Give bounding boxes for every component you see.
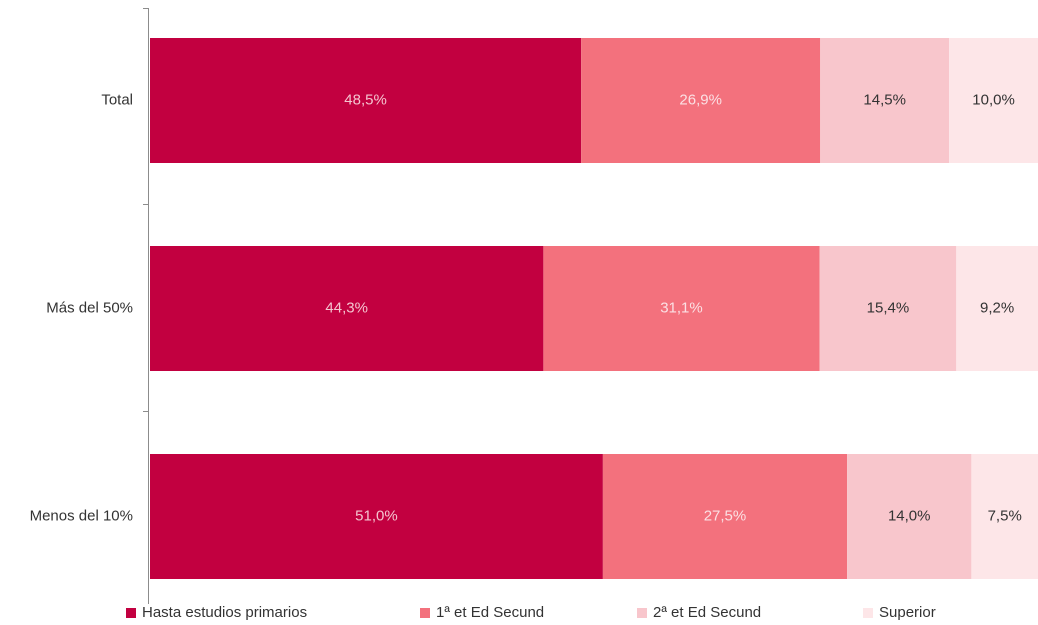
- legend-item-1a-secund: 1ª et Ed Secund: [420, 604, 544, 621]
- bar-segment: [820, 38, 950, 163]
- data-label: 26,9%: [679, 91, 722, 108]
- legend-label: 1ª et Ed Secund: [436, 604, 545, 621]
- stacked-bar-chart: Total 48,5% 26,9% 14,5% 10,0% Más del 50% 44,3…: [30, 8, 1038, 604]
- bar-segment: [150, 38, 582, 163]
- data-label: 10,0%: [972, 91, 1015, 108]
- data-label: 14,5%: [863, 91, 906, 108]
- bar-segment: [971, 454, 1038, 579]
- data-label: 48,5%: [344, 91, 387, 108]
- legend-swatch: [420, 607, 430, 618]
- data-label: 9,2%: [980, 299, 1014, 316]
- legend-swatch: [863, 607, 873, 618]
- bar-segment: [150, 246, 544, 371]
- bar-segment: [602, 454, 848, 579]
- data-label: 31,1%: [660, 299, 703, 316]
- legend-item-primarios: Hasta estudios primarios: [126, 604, 307, 621]
- legend-swatch: [126, 607, 136, 618]
- bar-segment: [847, 454, 972, 579]
- legend-swatch: [637, 607, 647, 618]
- legend: Hasta estudios primarios 1ª et Ed Secund…: [0, 604, 1038, 625]
- legend-label: 2ª et Ed Secund: [653, 604, 762, 621]
- category-label: Más del 50%: [46, 299, 133, 316]
- bar-segment: [581, 38, 821, 163]
- category-label: Total: [101, 91, 133, 108]
- bar-segment: [819, 246, 957, 371]
- bar-segment: [956, 246, 1038, 371]
- data-label: 15,4%: [867, 299, 910, 316]
- legend-item-2a-secund: 2ª et Ed Secund: [637, 604, 761, 621]
- data-label: 27,5%: [704, 507, 747, 524]
- bar-segment: [949, 38, 1038, 163]
- legend-label: Superior: [879, 604, 936, 621]
- bar-segment: [150, 454, 603, 579]
- data-label: 44,3%: [325, 299, 368, 316]
- data-label: 14,0%: [888, 507, 931, 524]
- data-label: 51,0%: [355, 507, 398, 524]
- data-label: 7,5%: [988, 507, 1022, 524]
- bar-segment: [543, 246, 820, 371]
- legend-label: Hasta estudios primarios: [142, 604, 308, 621]
- legend-item-superior: Superior: [863, 604, 936, 621]
- category-label: Menos del 10%: [30, 507, 133, 524]
